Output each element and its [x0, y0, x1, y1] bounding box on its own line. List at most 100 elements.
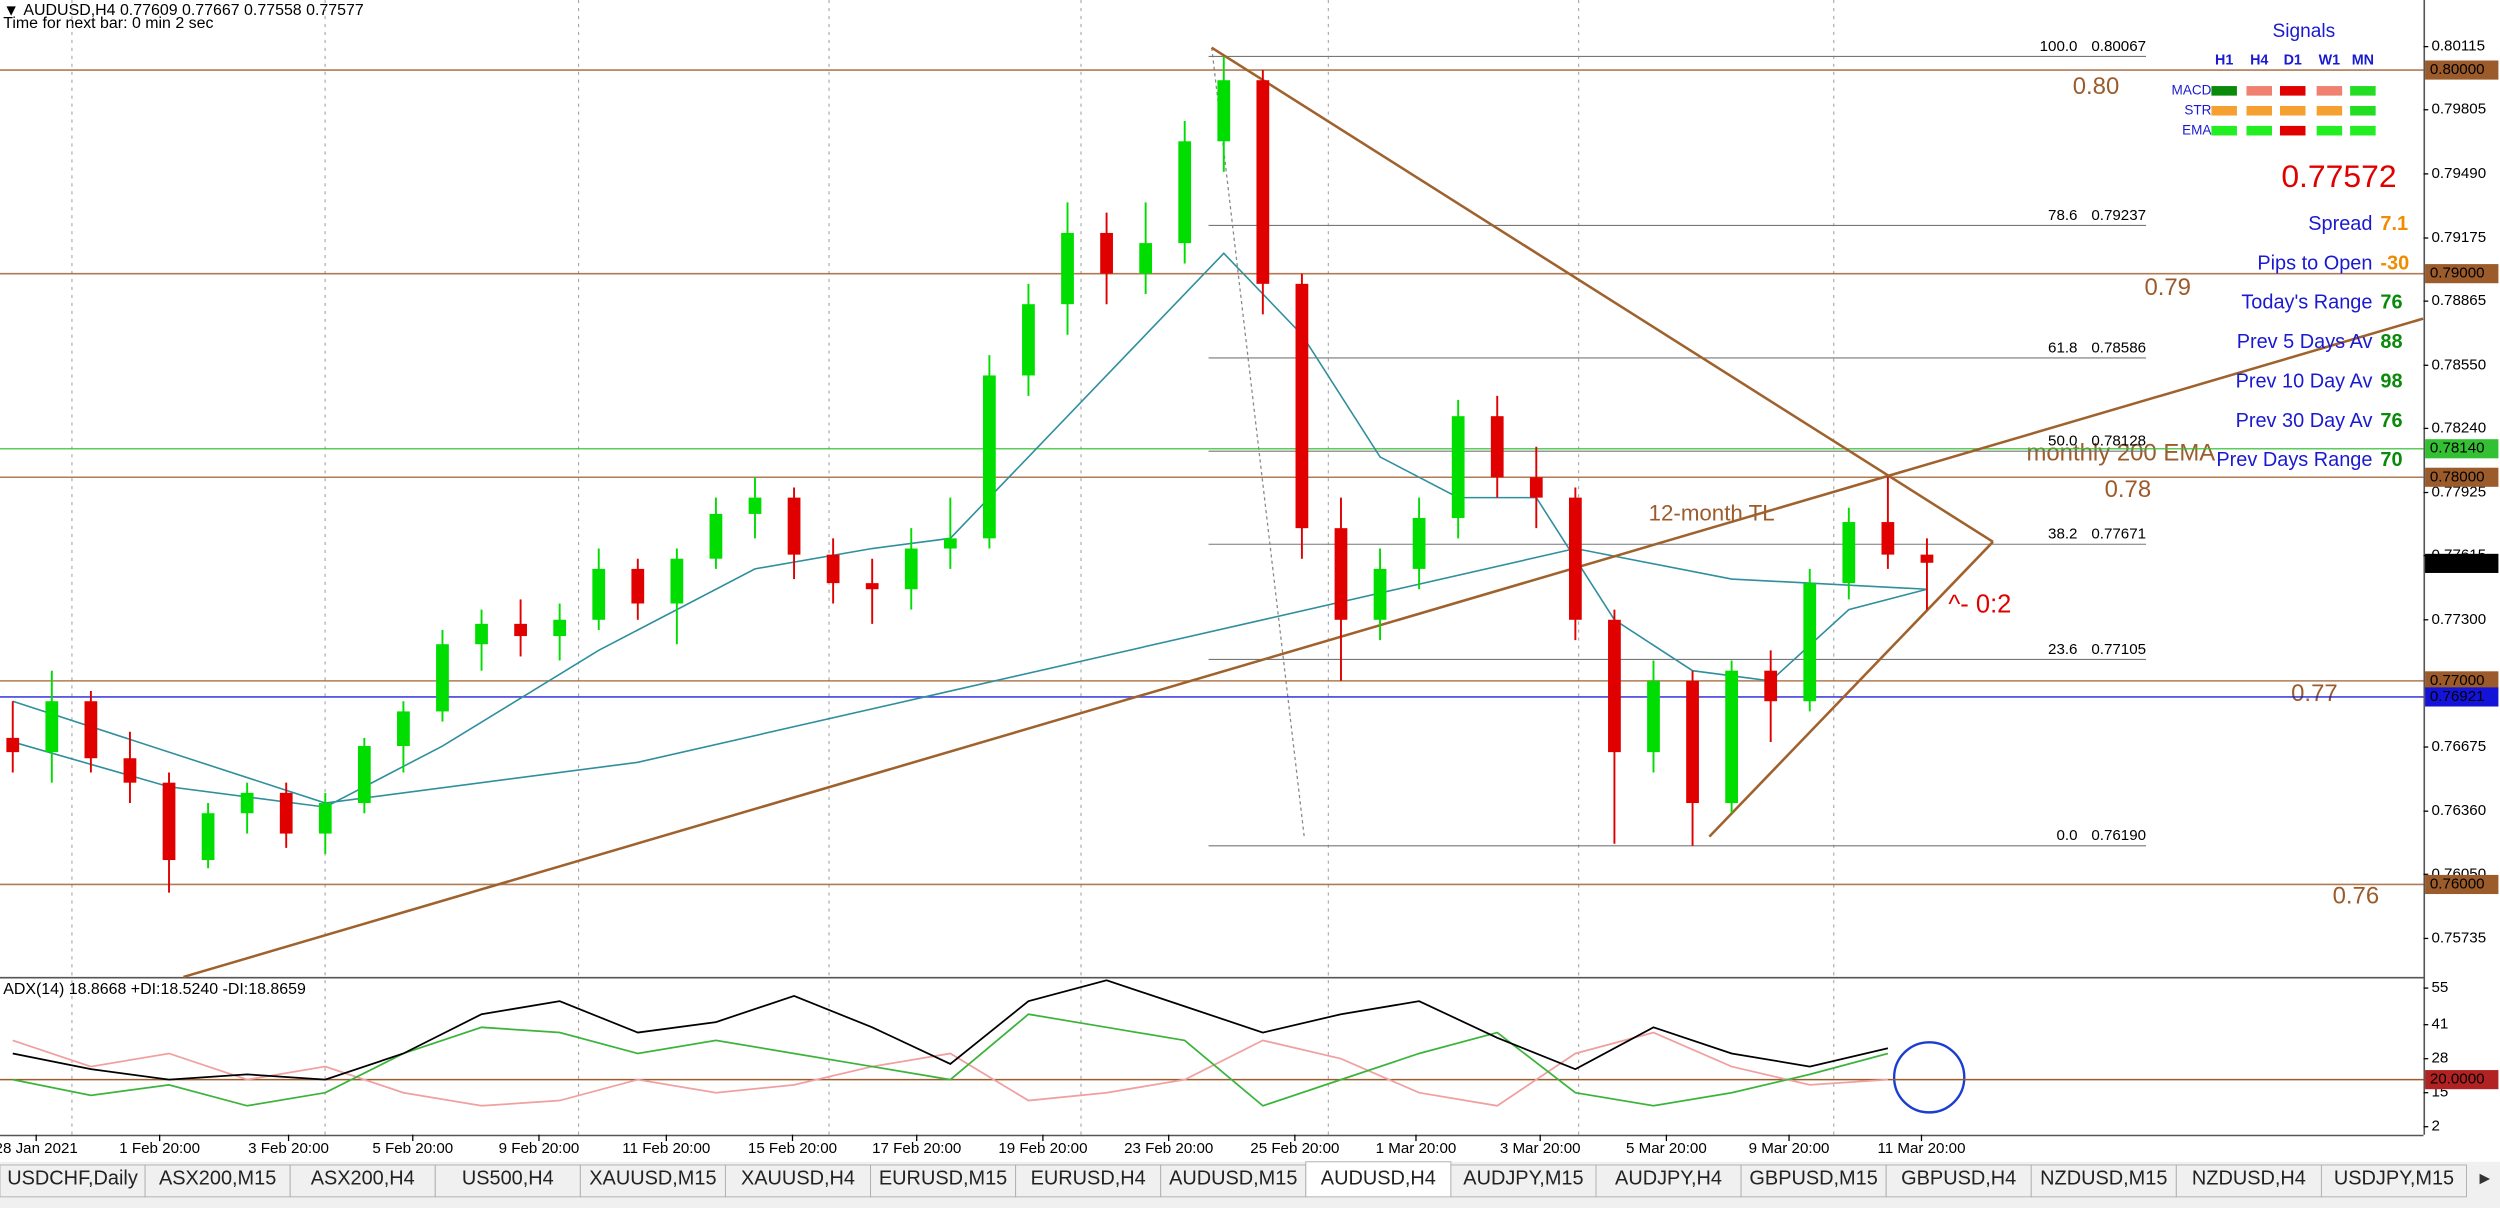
tab[interactable]	[1740, 1164, 1887, 1198]
tab[interactable]	[2030, 1164, 2177, 1198]
tab[interactable]	[1595, 1164, 1742, 1198]
symbol-line: ▼ AUDUSD,H4 0.77609 0.77667 0.77558 0.77…	[3, 2, 364, 19]
signal-cell	[2279, 125, 2306, 136]
price-level-tag	[2425, 264, 2499, 284]
tab-label[interactable]: GBPUSD,H4	[1901, 1168, 2016, 1190]
x-tick-label: 1 Feb 20:00	[119, 1140, 200, 1157]
bid-display: 0.77572	[2281, 158, 2396, 194]
tab[interactable]	[2320, 1164, 2467, 1198]
info-value: 88	[2380, 331, 2402, 353]
tab-label[interactable]: AUDUSD,H4	[1321, 1168, 1436, 1190]
x-tick-label: 1 Mar 20:00	[1376, 1140, 1457, 1157]
tab[interactable]	[1160, 1164, 1307, 1198]
tab-label[interactable]: NZDUSD,H4	[2192, 1168, 2306, 1190]
candle-body	[826, 554, 840, 584]
price-level-label: 0.78140	[2430, 440, 2485, 457]
tab-label[interactable]: AUDJPY,H4	[1615, 1168, 1722, 1190]
trendline-note: 12-month TL	[1649, 501, 1775, 526]
candle-body	[475, 623, 488, 645]
y-tick-label: 0.75735	[2431, 929, 2486, 946]
tab[interactable]	[1450, 1164, 1597, 1198]
candle-body	[45, 701, 59, 753]
fib-price-label: 0.78128	[2091, 433, 2146, 450]
candle-body	[1178, 141, 1192, 244]
level-note: 0.80	[2073, 73, 2120, 100]
signal-cell	[2350, 125, 2376, 136]
tab-label[interactable]: EURUSD,M15	[879, 1168, 1007, 1190]
x-tick-label: 25 Feb 20:00	[1250, 1140, 1339, 1157]
adx-line	[12, 979, 1889, 1081]
fib-level-label: 0.0	[2056, 827, 2077, 844]
trendline	[1708, 540, 1994, 838]
trendline	[1210, 46, 1994, 543]
tab-label[interactable]: USDJPY,M15	[2334, 1168, 2454, 1190]
tab-label[interactable]: EURUSD,H4	[1031, 1168, 1146, 1190]
info-label: Prev 10 Day Av	[2236, 370, 2373, 392]
tab[interactable]	[579, 1164, 726, 1198]
tab[interactable]	[289, 1164, 436, 1198]
candle-body	[1256, 80, 1270, 284]
tab-label[interactable]: NZDUSD,M15	[2040, 1168, 2167, 1190]
adx-level-label: 20.0000	[2430, 1071, 2485, 1088]
x-tick-label: 11 Mar 20:00	[1877, 1140, 1965, 1157]
level-note: 0.76	[2333, 883, 2380, 910]
signal-column: H1	[2215, 52, 2233, 68]
signal-cell	[2279, 86, 2306, 96]
tab-label[interactable]: ASX200,M15	[159, 1168, 276, 1190]
indicator-title: ADX(14) 18.8668 +DI:18.5240 -DI:18.8659	[3, 981, 306, 998]
tab-label[interactable]: USDCHF,Daily	[7, 1168, 138, 1190]
signal-column: MN	[2352, 52, 2374, 68]
signal-column: H4	[2250, 52, 2268, 68]
level-note: 0.77	[2291, 680, 2338, 707]
candle-body	[1334, 528, 1348, 620]
tab-scroll-right[interactable]: ►	[2476, 1168, 2493, 1188]
tab-label[interactable]: AUDUSD,M15	[1169, 1168, 1297, 1190]
tab[interactable]	[0, 1164, 146, 1198]
ema-note: monthly 200 EMA	[2026, 440, 2215, 467]
adx-tick-label: 28	[2431, 1050, 2448, 1067]
info-label: Prev 5 Days Av	[2237, 331, 2373, 353]
candle-body	[1686, 680, 1699, 804]
tab-label[interactable]: XAUUSD,H4	[741, 1168, 855, 1190]
moving-average	[12, 547, 1927, 804]
candle-body	[1764, 670, 1778, 702]
tab-label[interactable]: AUDJPY,M15	[1463, 1168, 1583, 1190]
tab[interactable]	[144, 1164, 291, 1198]
candle-body	[397, 711, 410, 747]
y-tick-label: 0.77925	[2431, 484, 2486, 501]
candle-body	[1568, 497, 1582, 620]
signal-cell	[2316, 105, 2343, 116]
price-level-label: 0.79000	[2430, 265, 2485, 282]
x-tick-label: 23 Feb 20:00	[1124, 1140, 1213, 1157]
candle-body	[748, 497, 762, 514]
candle-body	[1412, 517, 1426, 569]
tab-label[interactable]: US500,H4	[462, 1168, 554, 1190]
tab-label[interactable]: GBPUSD,M15	[1749, 1168, 1877, 1190]
tab[interactable]	[724, 1164, 872, 1198]
candle-body	[553, 619, 567, 637]
y-tick-label: 0.79805	[2431, 101, 2486, 118]
candle-body	[904, 548, 918, 590]
info-value: 76	[2380, 410, 2402, 432]
tab[interactable]	[870, 1164, 1017, 1198]
tab[interactable]	[2175, 1164, 2322, 1198]
signal-cell	[2246, 105, 2273, 116]
y-tick-label: 0.79175	[2431, 229, 2486, 246]
y-tick-label: 0.78865	[2431, 292, 2486, 309]
tab[interactable]	[434, 1164, 581, 1198]
fib-level-label: 100.0	[2040, 38, 2078, 55]
price-level-tag	[2425, 467, 2499, 487]
symbol-text: AUDUSD,H4 0.77609 0.77667 0.77558 0.7757…	[23, 2, 363, 19]
price-level-label: 0.77000	[2430, 672, 2485, 689]
info-value: 70	[2380, 449, 2402, 471]
candle-body	[1881, 522, 1895, 555]
fib-baseline	[1211, 47, 1305, 837]
tab-label[interactable]: ASX200,H4	[311, 1168, 415, 1190]
y-tick-label: 0.77300	[2431, 611, 2486, 628]
tab-label[interactable]: XAUUSD,M15	[589, 1168, 716, 1190]
candle-body	[279, 792, 293, 834]
tab[interactable]	[1305, 1161, 1452, 1198]
candle-body	[1647, 680, 1660, 753]
candle-body	[84, 701, 98, 759]
